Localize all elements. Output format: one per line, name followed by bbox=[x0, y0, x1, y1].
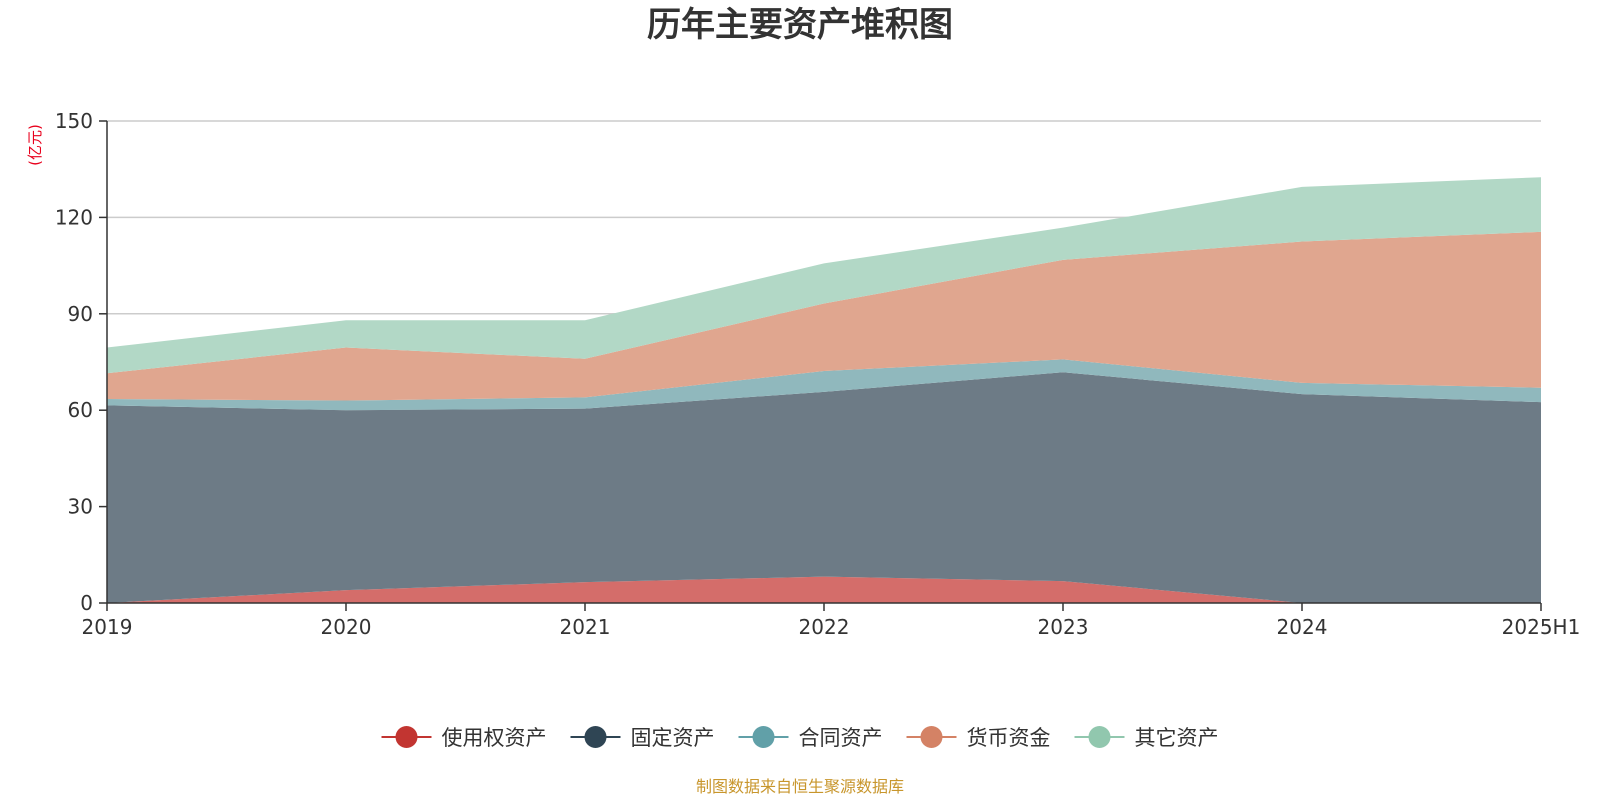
y-tick-label: 30 bbox=[68, 495, 93, 519]
legend-item-3[interactable]: 货币资金 bbox=[906, 726, 1051, 750]
legend-marker bbox=[584, 726, 607, 748]
legend-marker bbox=[1088, 726, 1111, 748]
legend-label: 合同资产 bbox=[799, 726, 883, 750]
legend-marker bbox=[395, 726, 418, 748]
y-tick-label: 90 bbox=[68, 302, 93, 326]
y-tick-label: 60 bbox=[68, 398, 93, 422]
legend-marker bbox=[752, 726, 775, 748]
chart-title: 历年主要资产堆积图 bbox=[647, 5, 953, 45]
area-series-1 bbox=[107, 372, 1541, 603]
area-series-3 bbox=[107, 231, 1541, 401]
area-series-0 bbox=[107, 576, 1541, 603]
legend-label: 货币资金 bbox=[967, 726, 1051, 750]
legend-item-4[interactable]: 其它资产 bbox=[1074, 726, 1219, 750]
legend-item-1[interactable]: 固定资产 bbox=[570, 726, 715, 750]
legend-label: 其它资产 bbox=[1135, 726, 1219, 750]
legend-marker bbox=[920, 726, 943, 748]
y-axis-unit-label: (亿元) bbox=[26, 124, 44, 166]
area-series-2 bbox=[107, 359, 1541, 411]
area-series-4 bbox=[107, 177, 1541, 374]
area-series-group bbox=[107, 177, 1541, 603]
legend-label: 使用权资产 bbox=[442, 726, 547, 750]
legend-label: 固定资产 bbox=[631, 726, 715, 750]
y-tick-label: 120 bbox=[55, 205, 93, 229]
x-tick-label: 2022 bbox=[799, 615, 850, 639]
legend-item-0[interactable]: 使用权资产 bbox=[381, 726, 547, 750]
x-tick-label: 2025H1 bbox=[1502, 615, 1581, 639]
y-tick-label: 0 bbox=[80, 591, 93, 615]
axes: 0 30 60 90 120 150 2019 2020 2021 2022 2023 2024 202… bbox=[55, 109, 1581, 639]
source-note: 制图数据来自恒生聚源数据库 bbox=[696, 777, 904, 796]
y-tick-label: 150 bbox=[55, 109, 93, 133]
x-tick-label: 2023 bbox=[1038, 615, 1089, 639]
x-tick-label: 2019 bbox=[82, 615, 133, 639]
x-tick-label: 2021 bbox=[560, 615, 611, 639]
x-tick-label: 2020 bbox=[321, 615, 372, 639]
legend-item-2[interactable]: 合同资产 bbox=[738, 726, 883, 750]
x-tick-label: 2024 bbox=[1277, 615, 1328, 639]
legend: 使用权资产 固定资产 合同资产 货币资金 其它资产 bbox=[381, 726, 1219, 750]
